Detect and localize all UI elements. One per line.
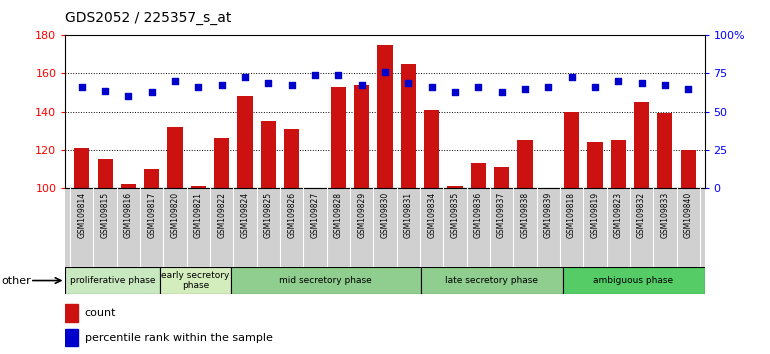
Bar	[563, 267, 705, 294]
Text: GSM109822: GSM109822	[217, 192, 226, 238]
Point	[495, 90, 507, 95]
Text: GSM109815: GSM109815	[101, 192, 109, 238]
Text: GSM109824: GSM109824	[240, 192, 249, 238]
Text: GSM109816: GSM109816	[124, 192, 133, 238]
Bar	[65, 329, 79, 347]
Text: GSM109836: GSM109836	[474, 192, 483, 238]
Bar	[121, 184, 136, 188]
Text: early secretory
phase: early secretory phase	[162, 271, 229, 290]
Point	[449, 90, 461, 95]
Bar	[611, 140, 626, 188]
Text: GSM109840: GSM109840	[684, 192, 693, 238]
Text: count: count	[85, 308, 116, 318]
Bar	[420, 267, 563, 294]
Bar	[191, 186, 206, 188]
Point	[192, 84, 205, 90]
Text: GSM109826: GSM109826	[287, 192, 296, 238]
Point	[542, 84, 554, 90]
Text: proliferative phase: proliferative phase	[70, 276, 156, 285]
Point	[565, 74, 578, 80]
Point	[286, 82, 298, 88]
Bar	[634, 102, 649, 188]
Text: GSM109823: GSM109823	[614, 192, 623, 238]
Text: GSM109837: GSM109837	[497, 192, 506, 238]
Point	[356, 82, 368, 88]
Bar	[681, 149, 696, 188]
Bar	[377, 45, 393, 188]
Point	[379, 69, 391, 74]
Text: GSM109820: GSM109820	[171, 192, 179, 238]
Point	[472, 84, 484, 90]
Bar	[65, 267, 160, 294]
Bar	[231, 267, 420, 294]
Point	[402, 80, 414, 86]
Point	[426, 84, 438, 90]
Text: GSM109831: GSM109831	[403, 192, 413, 238]
Text: GSM109825: GSM109825	[264, 192, 273, 238]
Bar	[447, 186, 463, 188]
Bar	[494, 167, 509, 188]
Text: GSM109839: GSM109839	[544, 192, 553, 238]
Bar	[261, 121, 276, 188]
Text: GSM109835: GSM109835	[450, 192, 460, 238]
Point	[75, 84, 88, 90]
Text: GSM109830: GSM109830	[380, 192, 390, 238]
Text: late secretory phase: late secretory phase	[445, 276, 538, 285]
Point	[682, 86, 695, 92]
Text: percentile rank within the sample: percentile rank within the sample	[85, 333, 273, 343]
Bar	[424, 110, 439, 188]
Bar	[237, 96, 253, 188]
Point	[309, 73, 321, 78]
Bar	[354, 85, 370, 188]
Bar	[331, 87, 346, 188]
Text: GSM109821: GSM109821	[194, 192, 203, 238]
Point	[239, 74, 251, 80]
Text: GSM109828: GSM109828	[334, 192, 343, 238]
Text: GSM109838: GSM109838	[521, 192, 530, 238]
Point	[635, 80, 648, 86]
Text: other: other	[2, 275, 32, 286]
Text: GSM109832: GSM109832	[637, 192, 646, 238]
Point	[659, 82, 671, 88]
Point	[519, 86, 531, 92]
Bar	[168, 127, 182, 188]
Point	[99, 88, 111, 93]
Text: mid secretory phase: mid secretory phase	[280, 276, 372, 285]
Text: GSM109834: GSM109834	[427, 192, 436, 238]
Text: GSM109818: GSM109818	[567, 192, 576, 238]
Text: GSM109827: GSM109827	[310, 192, 320, 238]
Text: GDS2052 / 225357_s_at: GDS2052 / 225357_s_at	[65, 11, 232, 25]
Text: GSM109814: GSM109814	[77, 192, 86, 238]
Bar	[74, 148, 89, 188]
Point	[169, 78, 181, 84]
Bar	[98, 159, 112, 188]
Point	[612, 78, 624, 84]
Point	[263, 80, 275, 86]
Bar	[144, 169, 159, 188]
Bar	[658, 113, 672, 188]
Point	[146, 90, 158, 95]
Text: GSM109819: GSM109819	[591, 192, 599, 238]
Bar	[214, 138, 229, 188]
Point	[332, 73, 344, 78]
Bar	[284, 129, 300, 188]
Point	[216, 82, 228, 88]
Text: GSM109817: GSM109817	[147, 192, 156, 238]
Bar	[400, 64, 416, 188]
Point	[122, 93, 135, 99]
Text: GSM109829: GSM109829	[357, 192, 367, 238]
Bar	[564, 112, 579, 188]
Bar	[588, 142, 602, 188]
Bar	[160, 267, 231, 294]
Bar	[517, 140, 533, 188]
Text: ambiguous phase: ambiguous phase	[594, 276, 674, 285]
Bar	[470, 163, 486, 188]
Text: GSM109833: GSM109833	[661, 192, 669, 238]
Point	[589, 84, 601, 90]
Bar	[65, 304, 79, 322]
